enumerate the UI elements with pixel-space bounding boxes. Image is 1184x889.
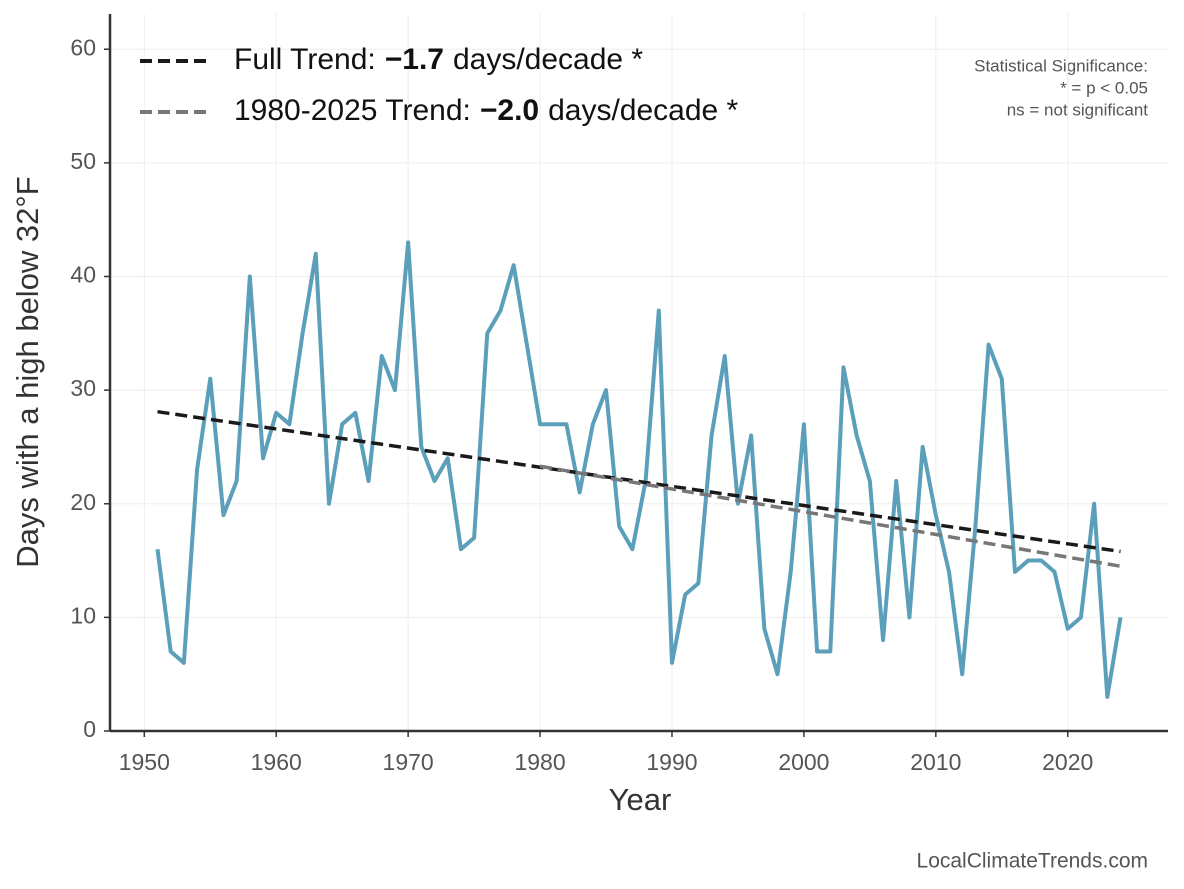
x-tick-label: 1960 xyxy=(251,749,302,775)
y-axis-label: Days with a high below 32°F xyxy=(10,176,45,567)
annotation: * = p < 0.05 xyxy=(1060,78,1148,97)
y-tick-label: 40 xyxy=(70,262,96,288)
y-tick-label: 30 xyxy=(70,375,96,401)
y-tick-label: 60 xyxy=(70,34,96,60)
trend-line xyxy=(539,464,1121,568)
x-tick-label: 2020 xyxy=(1042,749,1093,775)
annotation: Statistical Significance: xyxy=(974,56,1148,75)
y-tick-label: 10 xyxy=(70,602,96,628)
x-tick-label: 1950 xyxy=(119,749,170,775)
source: LocalClimateTrends.com xyxy=(917,850,1148,873)
legend-text-part: days/decade * xyxy=(453,43,643,76)
annotation: ns = not significant xyxy=(1007,100,1149,119)
x-tick-label: 1990 xyxy=(646,749,697,775)
legend-text-part: days/decade * xyxy=(548,94,738,127)
x-tick-label: 1970 xyxy=(383,749,434,775)
legend-text-part: Full Trend: xyxy=(234,43,376,76)
y-tick-label: 50 xyxy=(70,148,96,174)
data-line xyxy=(155,240,1123,699)
x-axis-label: Year xyxy=(609,782,672,817)
legend-text-part: −1.7 xyxy=(385,43,444,76)
x-tick-label: 2010 xyxy=(910,749,961,775)
legend-text-part: 1980-2025 Trend: xyxy=(234,94,471,127)
y-tick-label: 20 xyxy=(70,489,96,515)
x-tick-label: 2000 xyxy=(778,749,829,775)
y-tick-label: 0 xyxy=(83,716,96,742)
legend-label: Full Trend: −1.7 days/decade * xyxy=(234,43,643,76)
legend-text-part: −2.0 xyxy=(480,94,539,127)
legend-label: 1980-2025 Trend: −2.0 days/decade * xyxy=(234,94,739,127)
x-tick-label: 1980 xyxy=(514,749,565,775)
